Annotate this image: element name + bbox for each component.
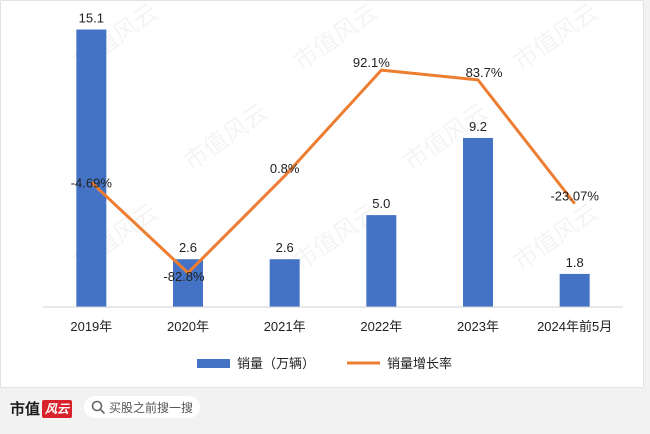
search-box[interactable]: 买股之前搜一搜: [84, 396, 200, 418]
search-placeholder: 买股之前搜一搜: [109, 400, 194, 415]
bar-value-label: 2.6: [276, 240, 294, 255]
bar-value-label: 9.2: [469, 119, 487, 134]
x-tick-label: 2022年: [360, 319, 402, 334]
line-value-label: 92.1%: [353, 55, 390, 70]
legend-label-line: 销量增长率: [387, 356, 452, 371]
bar-2023年: [463, 137, 493, 307]
growth-rate-line: [90, 68, 576, 275]
line-value-label: -4.69%: [71, 175, 113, 190]
watermark-text: 市值风云: [178, 98, 273, 176]
brand-logo[interactable]: 市值 风云: [10, 398, 73, 419]
line-value-label: -23.07%: [550, 189, 599, 204]
line-value-label: 83.7%: [466, 65, 503, 80]
x-tick-label: 2020年: [167, 319, 209, 334]
x-tick-label: 2024年前5月: [537, 319, 612, 334]
bar-2021年: [269, 259, 300, 307]
x-tick-label: 2019年: [70, 319, 112, 334]
line-value-label: 0.8%: [270, 161, 300, 176]
bar-value-label: 5.0: [372, 196, 390, 211]
x-tick-label: 2021年: [264, 319, 306, 334]
brand-mark: 风云: [42, 399, 73, 418]
chart-card: 市值风云 市值风云 市值风云 市值风云 市值风云 市值风云 市值风云 市值风云 15.1 2.6 2…: [0, 0, 644, 388]
bar-value-label: 15.1: [79, 11, 104, 26]
x-tick-label: 2023年: [457, 319, 499, 334]
bar-value-label: 1.8: [566, 255, 584, 270]
bar-2024年前5月: [559, 273, 590, 307]
bar-2020年: [173, 259, 203, 307]
legend-swatch-bar: [197, 359, 230, 368]
watermark-text: 市值风云: [508, 198, 603, 276]
bar-2019年: [76, 29, 107, 307]
legend-label-bar: 销量（万辆）: [237, 356, 315, 371]
bar-value-label: 2.6: [179, 240, 197, 255]
search-icon: [91, 400, 105, 414]
line-value-label: -82.8%: [163, 269, 205, 284]
footer: 市值 风云 买股之前搜一搜: [0, 390, 650, 434]
watermark-text: 市值风云: [508, 1, 603, 76]
bar-2022年: [366, 215, 397, 307]
brand-name: 市值: [10, 400, 41, 418]
